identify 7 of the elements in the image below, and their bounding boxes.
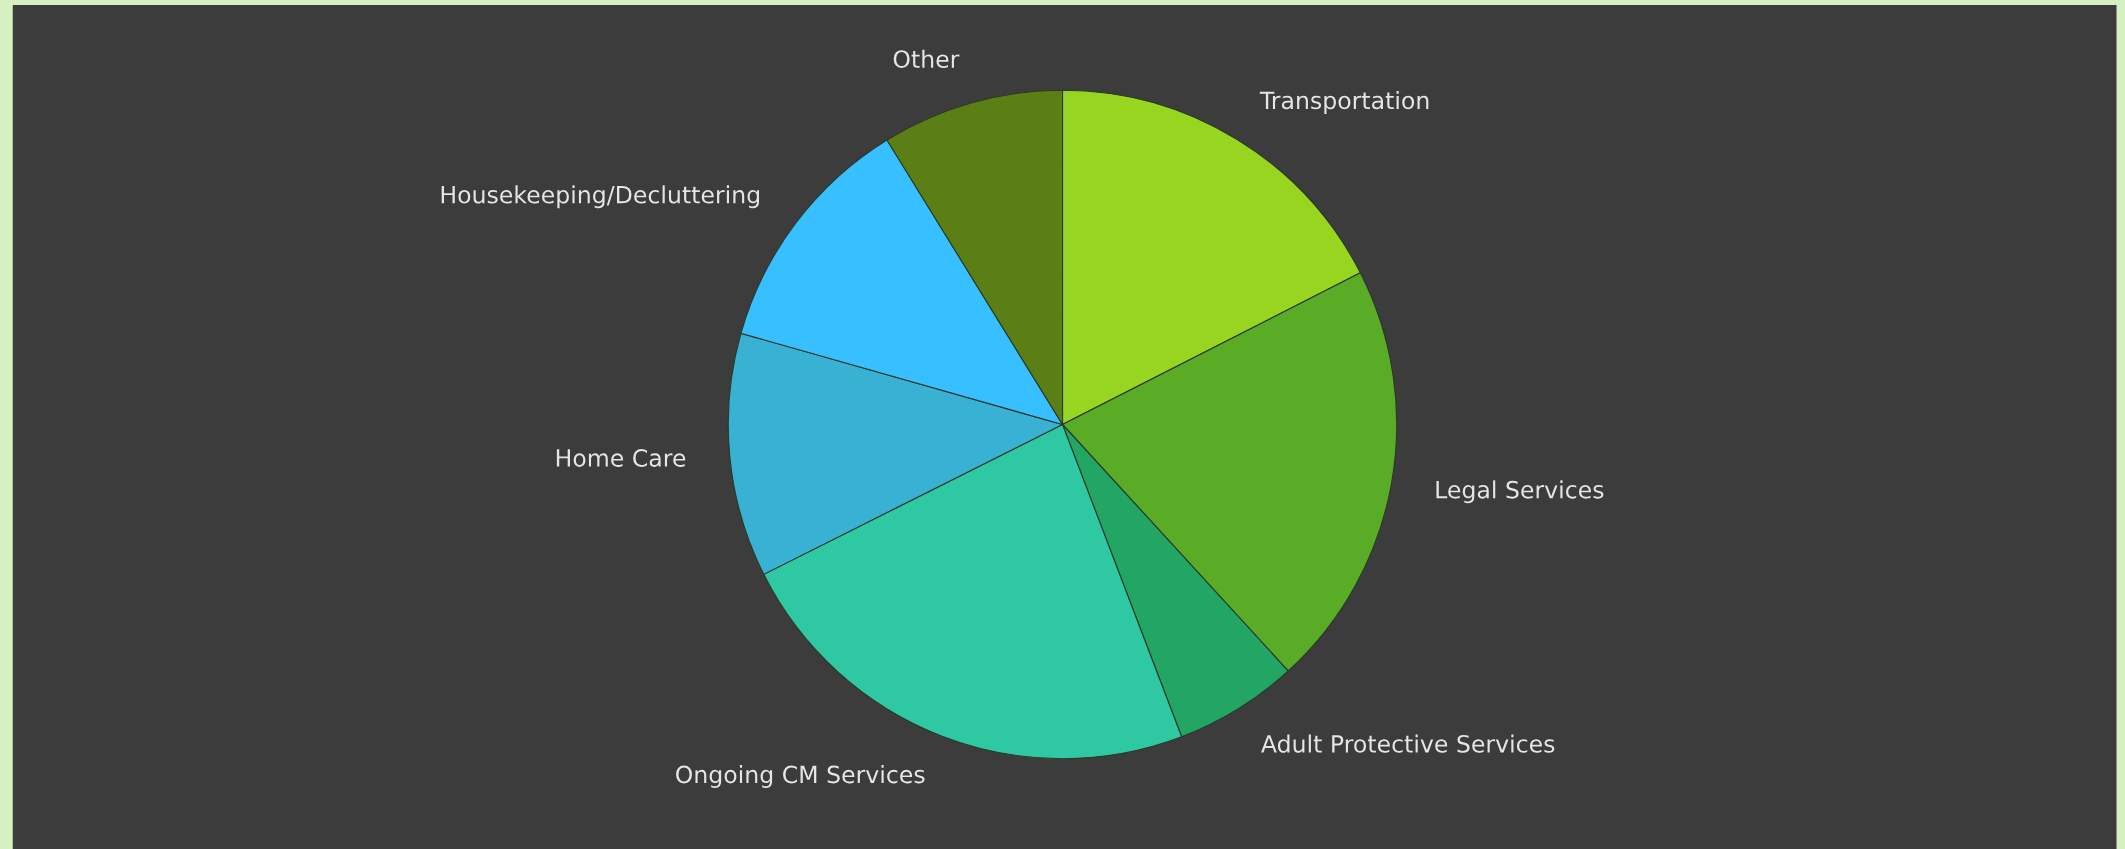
slice-label: Adult Protective Services bbox=[1261, 734, 1555, 753]
slice-label: Transportation bbox=[1259, 91, 1429, 114]
slice-label: Other bbox=[893, 49, 960, 68]
slice-label: Housekeeping/Decluttering bbox=[441, 185, 760, 209]
slice-label: Home Care bbox=[556, 449, 686, 467]
slice-label: Ongoing CM Services bbox=[676, 765, 925, 788]
slice-label: Legal Services bbox=[1436, 480, 1604, 504]
